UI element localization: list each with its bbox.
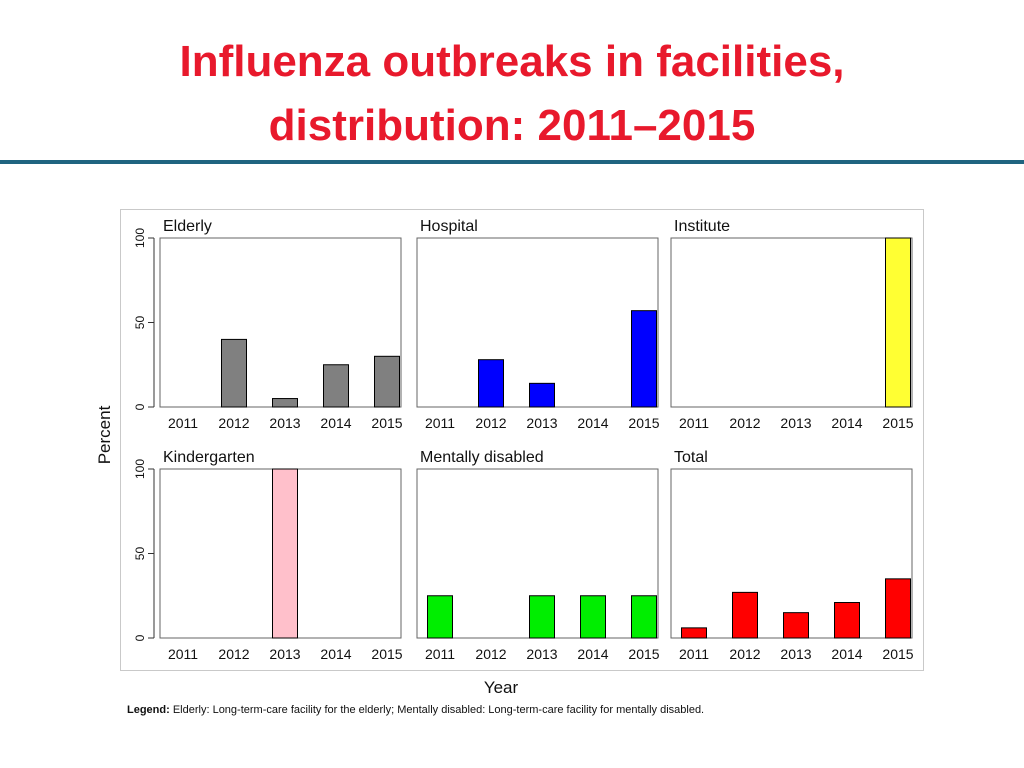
x-tick-label: 2011: [168, 415, 198, 431]
x-tick-label: 2011: [425, 415, 455, 431]
x-tick-label: 2012: [218, 415, 249, 431]
panel-title: Hospital: [420, 218, 478, 235]
slide-title-line-2: distribution: 2011–2015: [268, 101, 756, 150]
panel-border: [670, 237, 913, 408]
x-tick-label: 2015: [628, 415, 659, 431]
x-tick-label: 2011: [679, 646, 709, 662]
x-tick-label: 2012: [729, 415, 760, 431]
x-tick-label: 2013: [780, 646, 811, 662]
x-tick-label: 2012: [729, 646, 760, 662]
title-divider: [0, 160, 1024, 164]
bar: [631, 310, 657, 408]
bar: [732, 591, 758, 639]
panel-border: [159, 237, 402, 408]
x-axis-label: Year: [484, 678, 519, 697]
bar: [529, 382, 555, 408]
y-tick-label: 0: [133, 403, 147, 410]
panel-kindergarten: Kindergarten 2011 2012 2013 2014 2015 0 50 100: [133, 449, 403, 662]
figure-frame: [120, 209, 924, 671]
y-tick-label: 100: [133, 459, 147, 479]
bar: [631, 595, 657, 639]
x-tick-label: 2015: [371, 646, 402, 662]
bar: [374, 355, 400, 408]
bar: [272, 468, 298, 639]
x-tick-label: 2014: [577, 415, 608, 431]
panel-border: [416, 237, 659, 408]
panel-title: Mentally disabled: [420, 449, 544, 466]
bar: [529, 595, 555, 639]
figure-legend: Legend: Elderly: Long-term-care facility…: [127, 704, 987, 716]
panel-hospital: Hospital 2011 2012 2013 2014 2015: [416, 218, 660, 431]
x-tick-label: 2014: [577, 646, 608, 662]
y-tick-label: 50: [133, 316, 147, 330]
x-tick-label: 2013: [780, 415, 811, 431]
x-tick-label: 2013: [269, 646, 300, 662]
x-tick-label: 2015: [371, 415, 402, 431]
bar: [834, 602, 860, 639]
panel-title: Elderly: [163, 218, 212, 235]
bar: [221, 338, 247, 408]
panel-elderly: Elderly 2011 2012 2013 2014 2015 0 50 100: [133, 218, 403, 431]
panel-mentally-disabled: Mentally disabled 2011 2012 2013 2014 2015: [416, 449, 660, 662]
x-tick-label: 2012: [218, 646, 249, 662]
panel-title: Institute: [674, 218, 730, 235]
x-tick-label: 2015: [882, 646, 913, 662]
bar: [783, 612, 809, 639]
x-tick-label: 2011: [168, 646, 198, 662]
x-tick-label: 2013: [269, 415, 300, 431]
y-tick-label: 100: [133, 228, 147, 248]
panel-institute: Institute 2011 2012 2013 2014 2015: [670, 218, 914, 431]
panel-title: Total: [674, 449, 708, 466]
legend-text: Elderly: Long-term-care facility for the…: [169, 704, 705, 716]
bar: [272, 398, 298, 408]
x-tick-label: 2014: [320, 646, 351, 662]
bar: [427, 595, 453, 639]
legend-label: Legend:: [127, 704, 170, 716]
x-tick-label: 2015: [882, 415, 913, 431]
slide-title: Influenza outbreaks in facilities, distr…: [0, 30, 1024, 158]
bar: [580, 595, 606, 639]
x-tick-label: 2011: [425, 646, 455, 662]
x-tick-label: 2012: [475, 415, 506, 431]
x-tick-label: 2012: [475, 646, 506, 662]
x-tick-label: 2014: [831, 646, 862, 662]
panel-total: Total 2011 2012 2013 2014 2015: [670, 449, 914, 662]
x-tick-label: 2013: [526, 646, 557, 662]
bar: [681, 627, 707, 639]
bar: [885, 578, 911, 639]
y-tick-label: 50: [133, 547, 147, 561]
bar: [478, 359, 504, 408]
panel-title: Kindergarten: [163, 449, 255, 466]
x-tick-label: 2014: [320, 415, 351, 431]
x-tick-label: 2013: [526, 415, 557, 431]
slide-title-line-1: Influenza outbreaks in facilities,: [179, 37, 845, 86]
y-axis-label: Percent: [95, 405, 114, 464]
x-tick-label: 2015: [628, 646, 659, 662]
bar: [323, 364, 349, 408]
bar: [885, 237, 911, 408]
x-tick-label: 2014: [831, 415, 862, 431]
x-tick-label: 2011: [679, 415, 709, 431]
y-tick-label: 0: [133, 634, 147, 641]
